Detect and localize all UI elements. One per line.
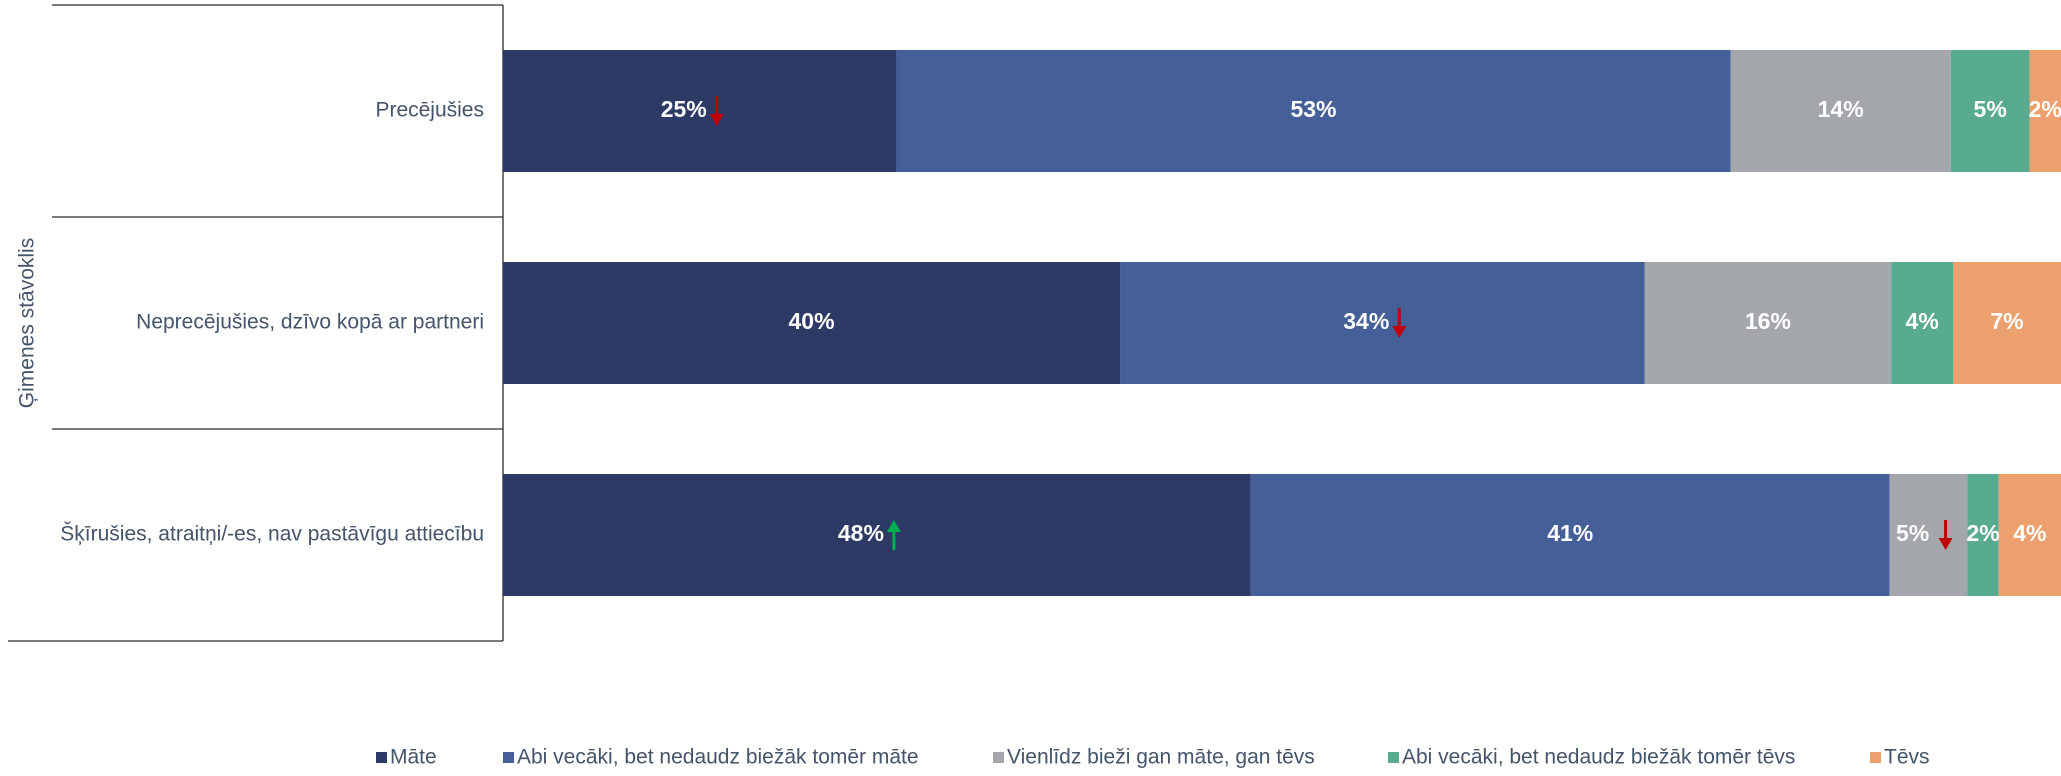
arrow-down-icon <box>1392 308 1407 338</box>
data-label: 5% <box>1896 520 1929 546</box>
data-label: 41% <box>1547 520 1593 546</box>
data-label: 2% <box>2029 96 2061 122</box>
category-label: Precējušies <box>375 99 484 122</box>
bar-segment <box>1967 474 1999 596</box>
bar-segment <box>1730 50 1951 172</box>
legend: Māte Abi vecāki, bet nedaudz biežāk tomēr… <box>376 746 1930 769</box>
arrow-down-icon <box>1938 520 1953 550</box>
bar-segment <box>1644 262 1892 384</box>
bar-segment <box>503 262 1121 384</box>
legend-label: Abi vecāki, bet nedaudz biežāk tomēr māt… <box>517 746 919 769</box>
data-label: 14% <box>1818 96 1864 122</box>
arrow-up-icon <box>886 520 901 550</box>
data-label: 4% <box>2013 520 2046 546</box>
legend-label: Vienlīdz bieži gan māte, gan tēvs <box>1007 746 1315 769</box>
bars <box>503 50 2061 596</box>
bar-segment <box>1891 262 1954 384</box>
legend-item: Vienlīdz bieži gan māte, gan tēvs <box>993 746 1315 769</box>
data-label: 40% <box>788 308 834 334</box>
legend-swatch <box>503 752 514 763</box>
arrow-down-icon <box>709 96 724 126</box>
legend-item: Abi vecāki, bet nedaudz biežāk tomēr tēv… <box>1388 746 1795 769</box>
bar-segment <box>503 50 897 172</box>
data-label: 34% <box>1343 308 1389 334</box>
category-labels: Precējušies Neprecējušies, dzīvo kopā ar … <box>60 99 484 546</box>
bar-segment <box>2029 50 2061 172</box>
bar-segment <box>1950 50 2030 172</box>
bar-segment <box>1250 474 1890 596</box>
data-label: 53% <box>1290 96 1336 122</box>
legend-swatch <box>1388 752 1399 763</box>
data-label: 4% <box>1906 308 1939 334</box>
data-label: 2% <box>1966 520 1999 546</box>
bar-segment <box>503 474 1251 596</box>
legend-label: Māte <box>390 746 437 769</box>
legend-item: Māte <box>376 746 437 769</box>
legend-item: Abi vecāki, bet nedaudz biežāk tomēr māt… <box>503 746 919 769</box>
y-axis-title: Ģimenes stāvoklis <box>16 238 39 408</box>
legend-label: Abi vecāki, bet nedaudz biežāk tomēr tēv… <box>1402 746 1795 769</box>
data-label: 7% <box>1990 308 2023 334</box>
data-label: 16% <box>1745 308 1791 334</box>
bar-segment <box>1889 474 1968 596</box>
data-label: 5% <box>1974 96 2007 122</box>
bar-segment <box>1120 262 1645 384</box>
value-labels: 25% 53% 14% 5% 2% 40% 34% 16% 4% 7% 48% 41% 5% 2% 4% <box>661 96 2061 546</box>
legend-swatch <box>1870 752 1881 763</box>
legend-swatch <box>376 752 387 763</box>
data-label: 48% <box>838 520 884 546</box>
category-label: Neprecējušies, dzīvo kopā ar partneri <box>136 311 484 334</box>
bar-segment <box>1998 474 2061 596</box>
bar-segment <box>896 50 1731 172</box>
category-label: Šķīrušies, atraitņi/-es, nav pastāvīgu a… <box>60 523 484 546</box>
legend-item: Tēvs <box>1870 746 1930 769</box>
data-label: 25% <box>661 96 707 122</box>
bar-segment <box>1953 262 2061 384</box>
legend-swatch <box>993 752 1004 763</box>
legend-label: Tēvs <box>1884 746 1930 769</box>
change-markers <box>709 96 1953 550</box>
